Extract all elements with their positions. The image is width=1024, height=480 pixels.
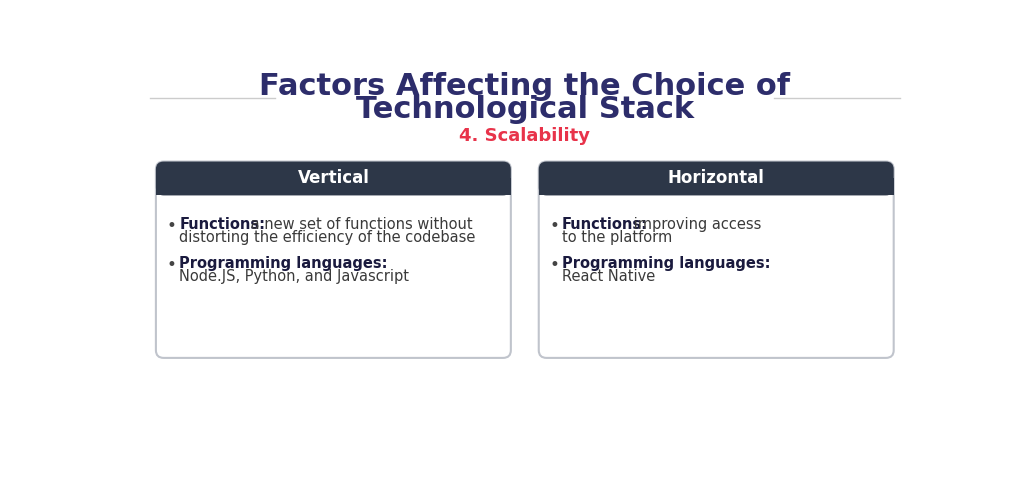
Text: Programming languages:: Programming languages: xyxy=(562,256,770,271)
Text: Node.JS, Python, and Javascript: Node.JS, Python, and Javascript xyxy=(179,269,410,284)
FancyBboxPatch shape xyxy=(539,162,894,195)
Bar xyxy=(156,178,511,195)
Text: 4. Scalability: 4. Scalability xyxy=(460,127,590,145)
Text: •: • xyxy=(550,217,559,235)
Text: a new set of functions without: a new set of functions without xyxy=(246,217,472,232)
Text: Horizontal: Horizontal xyxy=(668,169,765,188)
Text: •: • xyxy=(550,256,559,274)
Text: Technological Stack: Technological Stack xyxy=(355,95,694,124)
Text: distorting the efficiency of the codebase: distorting the efficiency of the codebas… xyxy=(179,230,475,245)
Text: Factors Affecting the Choice of: Factors Affecting the Choice of xyxy=(259,72,791,101)
FancyBboxPatch shape xyxy=(156,162,511,195)
Text: Functions:: Functions: xyxy=(562,217,648,232)
Text: •: • xyxy=(167,256,176,274)
FancyBboxPatch shape xyxy=(156,162,511,358)
Text: Functions:: Functions: xyxy=(179,217,265,232)
Text: improving access: improving access xyxy=(629,217,761,232)
Text: to the platform: to the platform xyxy=(562,230,672,245)
Text: Programming languages:: Programming languages: xyxy=(179,256,388,271)
Text: •: • xyxy=(167,217,176,235)
FancyBboxPatch shape xyxy=(539,162,894,358)
Bar xyxy=(539,178,894,195)
Text: React Native: React Native xyxy=(562,269,655,284)
Text: Vertical: Vertical xyxy=(297,169,370,188)
